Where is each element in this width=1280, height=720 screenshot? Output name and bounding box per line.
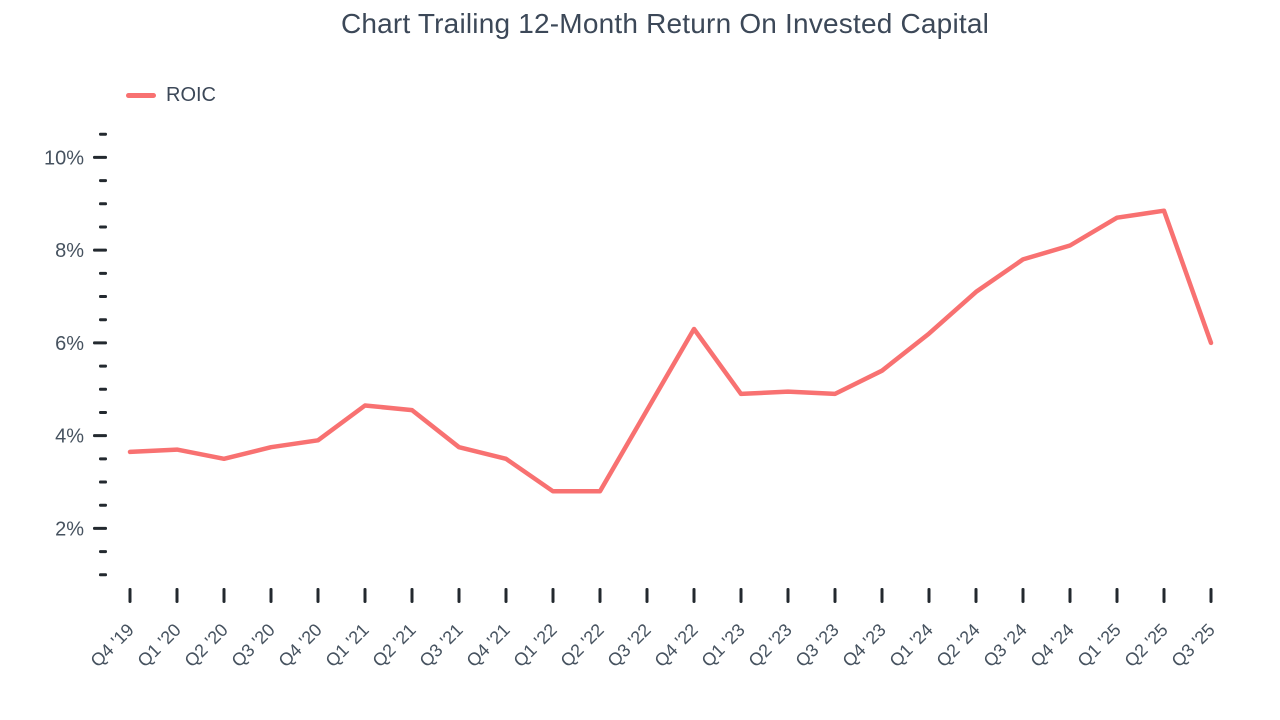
y-minor-tick	[99, 318, 107, 322]
y-tick-label: 8%	[55, 240, 84, 262]
y-minor-tick	[99, 573, 107, 577]
x-tick	[880, 588, 884, 603]
x-tick	[1209, 588, 1213, 603]
chart-title: Chart Trailing 12-Month Return On Invest…	[340, 8, 990, 39]
x-tick	[598, 588, 602, 603]
x-tick	[457, 588, 461, 603]
y-minor-tick	[99, 225, 107, 229]
y-minor-tick	[99, 480, 107, 484]
x-tick-label: Q3 '22	[604, 620, 655, 671]
x-tick-label: Q3 '25	[1168, 620, 1219, 671]
x-tick-label: Q4 '23	[839, 620, 890, 671]
x-tick-label: Q1 '21	[322, 620, 373, 671]
x-tick-label: Q1 '24	[886, 620, 937, 671]
y-tick-label: 6%	[55, 333, 84, 355]
x-tick	[363, 588, 367, 603]
roic-legend-swatch-icon	[126, 93, 156, 98]
x-tick	[833, 588, 837, 603]
y-minor-tick	[99, 179, 107, 183]
x-tick-label: Q4 '19	[87, 620, 138, 671]
x-tick-label: Q2 '24	[933, 620, 984, 671]
y-minor-tick	[99, 387, 107, 391]
x-tick	[1068, 588, 1072, 603]
x-tick	[1115, 588, 1119, 603]
x-tick-label: Q3 '21	[416, 620, 467, 671]
x-tick	[551, 588, 555, 603]
x-tick-label: Q3 '23	[792, 620, 843, 671]
x-tick	[786, 588, 790, 603]
y-minor-tick	[99, 132, 107, 136]
y-minor-tick	[99, 457, 107, 461]
x-tick	[974, 588, 978, 603]
x-tick	[504, 588, 508, 603]
x-tick	[175, 588, 179, 603]
x-tick-label: Q4 '21	[463, 620, 514, 671]
y-major-tick	[93, 526, 107, 530]
x-tick-label: Q3 '24	[980, 620, 1031, 671]
x-tick	[269, 588, 273, 603]
x-tick-label: Q1 '20	[134, 620, 185, 671]
x-tick-label: Q4 '20	[275, 620, 326, 671]
y-minor-tick	[99, 410, 107, 414]
y-major-tick	[93, 341, 107, 345]
y-minor-tick	[99, 364, 107, 368]
roic-legend-label: ROIC	[166, 84, 216, 106]
x-tick-label: Q1 '25	[1074, 620, 1125, 671]
x-tick	[1021, 588, 1025, 603]
x-tick-label: Q2 '23	[745, 620, 796, 671]
x-tick	[128, 588, 132, 603]
x-tick-label: Q2 '22	[557, 620, 608, 671]
x-tick	[222, 588, 226, 603]
y-major-tick	[93, 434, 107, 438]
chart-legend: ROIC	[126, 84, 216, 107]
roic-line	[127, 208, 1214, 494]
y-minor-tick	[99, 202, 107, 206]
x-tick-label: Q4 '24	[1027, 620, 1078, 671]
x-tick-label: Q1 '22	[510, 620, 561, 671]
x-tick	[645, 588, 649, 603]
y-minor-tick	[99, 550, 107, 554]
x-tick	[927, 588, 931, 603]
x-tick-label: Q2 '25	[1121, 620, 1172, 671]
y-tick-label: 2%	[55, 518, 84, 540]
x-tick-label: Q2 '21	[369, 620, 420, 671]
y-major-tick	[93, 155, 107, 159]
x-tick	[410, 588, 414, 603]
x-tick-label: Q4 '22	[651, 620, 702, 671]
y-minor-tick	[99, 503, 107, 507]
x-tick-label: Q1 '23	[698, 620, 749, 671]
y-major-tick	[93, 248, 107, 252]
y-tick-label: 10%	[44, 147, 84, 169]
x-tick	[316, 588, 320, 603]
y-tick-label: 4%	[55, 426, 84, 448]
x-tick	[739, 588, 743, 603]
x-tick	[692, 588, 696, 603]
y-minor-tick	[99, 295, 107, 299]
y-minor-tick	[99, 271, 107, 275]
x-tick	[1162, 588, 1166, 603]
x-tick-label: Q2 '20	[181, 620, 232, 671]
x-tick-label: Q3 '20	[228, 620, 279, 671]
